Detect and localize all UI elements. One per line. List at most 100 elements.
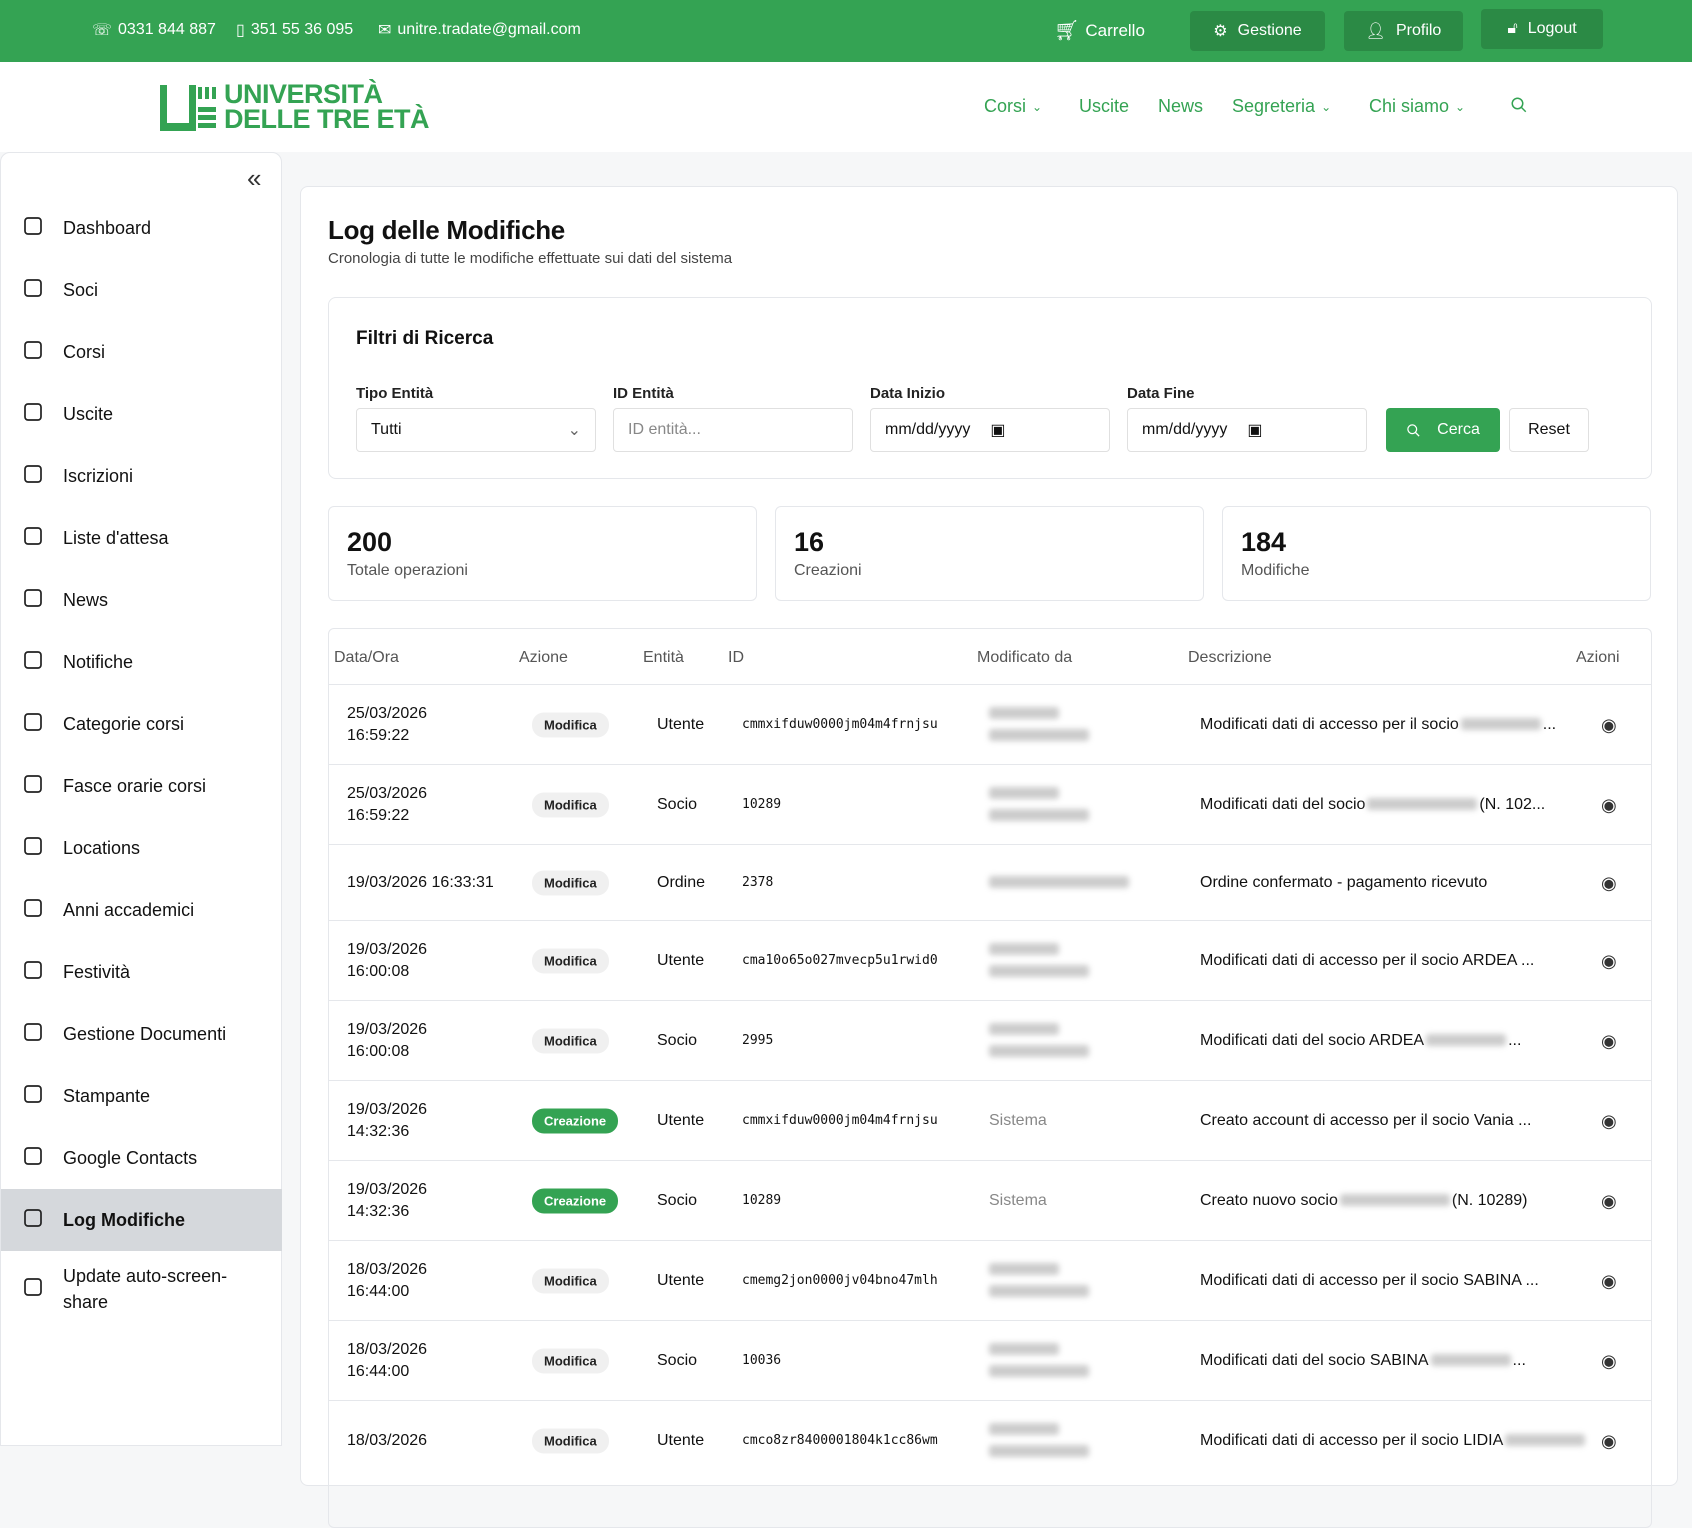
tag-icon: [21, 710, 45, 739]
table-row: 19/03/2026 14:32:36 Creazione Socio 10289 Sis…: [329, 1160, 1651, 1240]
entity: Socio: [657, 1351, 698, 1369]
sidebar-item-soci[interactable]: Soci: [1, 259, 282, 321]
entity-id: cmemg2jon0000jv04bno47mlh: [742, 1272, 938, 1288]
action-badge: Modifica: [532, 948, 609, 973]
date-time: 19/03/2026 16:00:08: [347, 940, 428, 980]
tipo-entita-select[interactable]: Tutti ⌄: [356, 408, 596, 452]
view-eye-icon[interactable]: ◉: [1601, 714, 1617, 735]
sidebar-item-uscite[interactable]: Uscite: [1, 383, 282, 445]
view-eye-icon[interactable]: ◉: [1601, 1110, 1617, 1131]
calendar-icon[interactable]: ▣: [1247, 422, 1263, 439]
sidebar-item-gestione-documenti[interactable]: Gestione Documenti: [1, 1003, 282, 1065]
page-subtitle: Cronologia di tutte le modifiche effettu…: [328, 250, 733, 267]
search-button[interactable]: [1510, 96, 1528, 114]
id-entita-input[interactable]: ID entità...: [613, 408, 853, 452]
date-time: 18/03/2026: [347, 1431, 428, 1449]
entity: Socio: [657, 1031, 698, 1049]
sidebar-item-festivit-[interactable]: Festività: [1, 941, 282, 1003]
data-fine-input[interactable]: mm/dd/yyyy ▣: [1127, 408, 1367, 452]
sidebar-item-anni-accademici[interactable]: Anni accademici: [1, 879, 282, 941]
unlock-icon: 🔓︎: [1507, 20, 1518, 37]
view-eye-icon[interactable]: ◉: [1601, 872, 1617, 893]
logo-mark-icon: [160, 85, 216, 131]
view-eye-icon[interactable]: ◉: [1601, 794, 1617, 815]
email-contact[interactable]: ✉ unitre.tradate@gmail.com: [378, 21, 581, 39]
description: Modificati dati del socio SABINA...: [1200, 1351, 1526, 1369]
sidebar-item-label: Corsi: [63, 341, 106, 362]
clock-icon: [21, 772, 45, 801]
mobile-contact[interactable]: ▯ 351 55 36 095: [236, 21, 354, 39]
sidebar-item-update-auto-screen-share[interactable]: Update auto-screen-share: [1, 1251, 282, 1327]
tag-icon: [21, 1144, 45, 1173]
top-bar: ☏ 0331 844 887 ▯ 351 55 36 095 ✉ unitre.tra…: [0, 0, 1692, 62]
chevron-down-icon: ⌄: [567, 422, 581, 439]
sidebar-item-google-contacts[interactable]: Google Contacts: [1, 1127, 282, 1189]
column-header-actions: Azioni: [1576, 649, 1620, 666]
sidebar-item-news[interactable]: News: [1, 569, 282, 631]
table-row: 18/03/2026 16:44:00 Modifica Socio 10036 Modi…: [329, 1320, 1651, 1400]
nav-uscite[interactable]: Uscite: [1079, 96, 1130, 116]
table-row: 19/03/2026 16:00:08 Modifica Socio 2995 Modif…: [329, 1000, 1651, 1080]
table-row: 19/03/2026 14:32:36 Creazione Utente cmmxifd…: [329, 1080, 1651, 1160]
filters-panel: Filtri di Ricerca Tipo Entità Tutti ⌄ ID …: [328, 297, 1652, 479]
entity-id: 2995: [742, 1032, 774, 1048]
phone-contact[interactable]: ☏ 0331 844 887: [92, 21, 216, 39]
table-row: 18/03/2026 Modifica Utente cmco8zr840000180…: [329, 1400, 1651, 1480]
nav-segreteria[interactable]: Segreteria ⌄: [1232, 96, 1332, 116]
view-eye-icon[interactable]: ◉: [1601, 1270, 1617, 1291]
sidebar-item-fasce-orarie-corsi[interactable]: Fasce orarie corsi: [1, 755, 282, 817]
description: Modificati dati di accesso per il socio …: [1200, 951, 1535, 969]
view-eye-icon[interactable]: ◉: [1601, 1350, 1617, 1371]
table-row: 18/03/2026 16:44:00 Modifica Utente cmemg2jo…: [329, 1240, 1651, 1320]
data-inizio-input[interactable]: mm/dd/yyyy ▣: [870, 408, 1110, 452]
sidebar-item-stampante[interactable]: Stampante: [1, 1065, 282, 1127]
view-eye-icon[interactable]: ◉: [1601, 1030, 1617, 1051]
sidebar-item-label: Notifiche: [63, 651, 134, 672]
sidebar-item-liste-d-attesa[interactable]: Liste d'attesa: [1, 507, 282, 569]
sidebar-item-log-modifiche[interactable]: Log Modifiche: [1, 1189, 282, 1251]
collapse-sidebar-button[interactable]: «: [247, 163, 262, 193]
modified-by-redacted: [989, 939, 1089, 983]
nav-chi-siamo[interactable]: Chi siamo ⌄: [1369, 96, 1466, 116]
description: Modificati dati di accesso per il socio …: [1200, 1271, 1539, 1289]
sidebar-item-label: Update auto-screen-share: [63, 1266, 228, 1312]
logo[interactable]: UNIVERSITÀ DELLE TRE ETÀ: [158, 81, 430, 133]
action-badge: Modifica: [532, 1428, 609, 1453]
phone-icon: ☏: [92, 22, 113, 39]
table-row: 19/03/2026 16:33:31 Modifica Ordine 2378 Ord…: [329, 844, 1651, 920]
column-header-description: Descrizione: [1188, 649, 1272, 666]
sidebar-item-label: Stampante: [63, 1085, 151, 1106]
modified-by: Sistema: [989, 1191, 1047, 1209]
entity-id: cmmxifduw0000jm04m4frnjsu: [742, 1112, 938, 1128]
user-icon: 👤︎: [1365, 23, 1386, 40]
gestione-button[interactable]: ⚙ Gestione: [1190, 11, 1325, 51]
view-eye-icon[interactable]: ◉: [1601, 1430, 1617, 1451]
sidebar-item-notifiche[interactable]: Notifiche: [1, 631, 282, 693]
users-icon: [21, 276, 45, 305]
modified-by: Sistema: [989, 1111, 1047, 1129]
sidebar-item-categorie-corsi[interactable]: Categorie corsi: [1, 693, 282, 755]
profilo-button[interactable]: 👤︎ Profilo: [1344, 11, 1463, 51]
cart-link[interactable]: 🛒︎ Carrello: [1054, 20, 1145, 42]
description: Creato nuovo socio (N. 10289): [1200, 1191, 1528, 1209]
entity: Socio: [657, 1191, 698, 1209]
view-eye-icon[interactable]: ◉: [1601, 1190, 1617, 1211]
calendar-icon[interactable]: ▣: [990, 422, 1006, 439]
search-button[interactable]: Cerca: [1386, 408, 1500, 452]
sidebar-item-label: Soci: [63, 279, 99, 300]
sidebar-item-corsi[interactable]: Corsi: [1, 321, 282, 383]
sidebar-item-label: News: [63, 589, 109, 610]
reset-button[interactable]: Reset: [1509, 408, 1589, 452]
view-eye-icon[interactable]: ◉: [1601, 950, 1617, 971]
bell-icon: [21, 648, 45, 677]
action-badge: Creazione: [532, 1108, 619, 1133]
description: Modificati dati del socio (N. 102...: [1200, 795, 1546, 813]
sidebar-item-locations[interactable]: Locations: [1, 817, 282, 879]
nav-corsi[interactable]: Corsi ⌄: [984, 96, 1043, 116]
logout-button[interactable]: 🔓︎ Logout: [1481, 9, 1603, 49]
nav-news[interactable]: News: [1158, 96, 1204, 116]
sidebar-item-dashboard[interactable]: Dashboard: [1, 197, 282, 259]
entity: Socio: [657, 795, 698, 813]
monitor-icon: [21, 1275, 45, 1304]
sidebar-item-iscrizioni[interactable]: Iscrizioni: [1, 445, 282, 507]
